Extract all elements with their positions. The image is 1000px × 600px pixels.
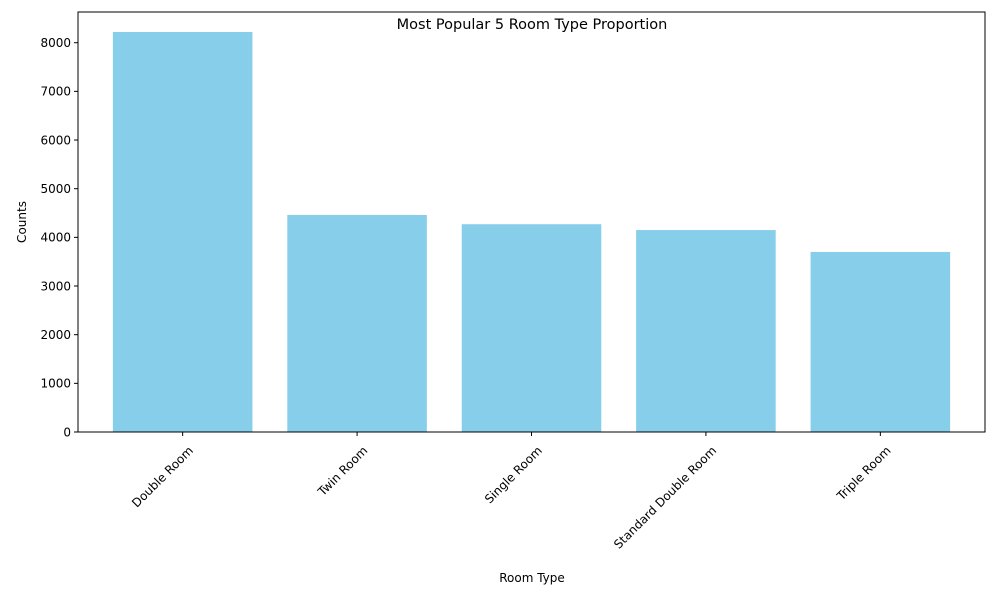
y-tick-label: 6000	[40, 133, 71, 147]
y-tick-label: 3000	[40, 279, 71, 293]
y-tick-label: 5000	[40, 182, 71, 196]
x-axis-label: Room Type	[499, 571, 565, 585]
y-tick-label: 4000	[40, 231, 71, 245]
chart-title: Most Popular 5 Room Type Proportion	[397, 17, 668, 33]
y-tick-label: 2000	[40, 328, 71, 342]
bar-standard-double-room	[636, 230, 776, 432]
y-tick-label: 0	[63, 425, 71, 439]
plot-area-frame	[77, 11, 986, 433]
bar-triple-room	[810, 251, 951, 432]
bar-double-room	[112, 32, 253, 432]
bar-single-room	[461, 224, 602, 432]
y-tick-label: 8000	[40, 36, 71, 50]
bar-twin-room	[287, 214, 427, 432]
y-axis-ticks: 0 1000 2000 3000 4000 5000 6000 7000 8000	[40, 36, 78, 439]
bars-layer	[112, 32, 951, 432]
y-axis-label: Counts	[15, 201, 29, 243]
y-tick-label: 7000	[40, 85, 71, 99]
y-tick-label: 1000	[40, 377, 71, 391]
